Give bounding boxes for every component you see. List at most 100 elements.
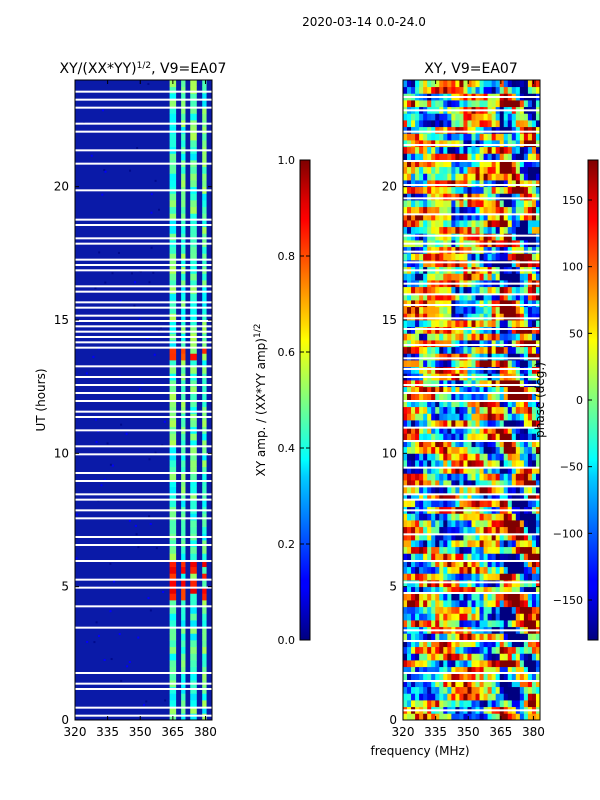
right-cell	[471, 600, 476, 608]
right-cell	[443, 113, 448, 121]
right-cell	[439, 286, 444, 294]
right-cell	[415, 633, 420, 641]
right-cell	[507, 586, 513, 594]
right-cell	[435, 660, 440, 668]
right-cell	[403, 340, 408, 348]
right-cell	[531, 713, 537, 720]
right-cell	[523, 486, 529, 494]
right-cell	[479, 520, 484, 528]
right-cell	[527, 573, 533, 581]
right-cell	[491, 446, 497, 454]
left-band-cell	[190, 286, 197, 294]
right-cell	[503, 413, 509, 421]
right-cell	[487, 400, 493, 408]
right-cell	[447, 320, 452, 328]
right-cell	[535, 200, 540, 208]
right-cell	[507, 433, 513, 441]
right-cell	[455, 526, 460, 534]
right-cell	[419, 126, 424, 134]
right-cell	[419, 466, 424, 474]
right-cell	[435, 366, 440, 374]
right-cell	[451, 300, 456, 308]
right-cell	[487, 426, 493, 434]
left-band-cell	[190, 93, 197, 101]
right-cell	[499, 333, 505, 341]
left-band-cell	[169, 340, 177, 348]
left-gap-line	[75, 330, 212, 333]
right-cell	[491, 153, 497, 161]
right-cell	[491, 166, 497, 174]
right-cell	[471, 686, 476, 694]
right-cell	[499, 593, 505, 601]
right-cell	[411, 313, 416, 321]
right-cell	[475, 253, 480, 261]
right-cell	[439, 566, 444, 574]
right-cell	[443, 213, 448, 221]
right-cell	[415, 146, 420, 154]
right-cell	[419, 486, 424, 494]
left-band-cell	[181, 93, 186, 101]
right-cell	[499, 193, 505, 201]
right-cell	[451, 440, 456, 448]
right-cell	[423, 453, 428, 461]
right-cell	[423, 606, 428, 614]
left-band-cell	[169, 366, 177, 374]
right-cell	[495, 560, 501, 568]
right-cell	[479, 440, 484, 448]
left-speckle	[93, 641, 96, 644]
right-cell	[451, 553, 456, 561]
right-cell	[407, 440, 412, 448]
right-cell	[411, 293, 416, 301]
right-cell	[411, 406, 416, 414]
right-cell	[487, 86, 493, 94]
right-cell	[519, 160, 525, 168]
right-cell	[423, 486, 428, 494]
right-cell	[527, 193, 533, 201]
right-cell	[415, 286, 420, 294]
right-cell	[491, 346, 497, 354]
right-cell	[475, 173, 480, 181]
right-cell	[423, 473, 428, 481]
left-ytick-label: 0	[61, 713, 69, 727]
left-band-cell	[181, 653, 186, 661]
right-cell	[423, 286, 428, 294]
right-cell	[503, 366, 509, 374]
right-cell	[403, 353, 408, 361]
right-cell	[415, 460, 420, 468]
right-cell	[419, 533, 424, 541]
right-cell	[411, 173, 416, 181]
left-gap-line	[75, 605, 212, 608]
right-cell	[407, 666, 412, 674]
right-cell	[479, 400, 484, 408]
right-cell	[475, 446, 480, 454]
right-cell	[427, 313, 432, 321]
left-band-cell	[169, 440, 177, 448]
right-cell	[443, 453, 448, 461]
right-cell	[475, 433, 480, 441]
right-cell	[475, 673, 480, 681]
right-cell	[439, 633, 444, 641]
right-cell	[535, 620, 540, 628]
right-cell	[431, 366, 436, 374]
right-gap-line	[403, 466, 540, 469]
right-cell	[439, 140, 444, 148]
right-cell	[527, 326, 533, 334]
right-cell	[459, 273, 464, 281]
right-cell	[415, 380, 420, 388]
right-cell	[483, 120, 489, 128]
right-cell	[443, 193, 448, 201]
right-cell	[407, 146, 412, 154]
left-speckle	[104, 170, 107, 173]
right-cell	[523, 586, 529, 594]
right-cell	[479, 366, 484, 374]
right-cell	[475, 200, 480, 208]
right-cell	[411, 206, 416, 214]
right-cell	[407, 326, 412, 334]
left-band-cell	[169, 173, 177, 181]
right-gap-line	[403, 109, 540, 112]
left-cb-tick-label: 0.8	[278, 250, 296, 263]
right-cell	[523, 213, 529, 221]
right-cell	[531, 206, 537, 214]
right-cell	[407, 286, 412, 294]
right-cell	[487, 366, 493, 374]
